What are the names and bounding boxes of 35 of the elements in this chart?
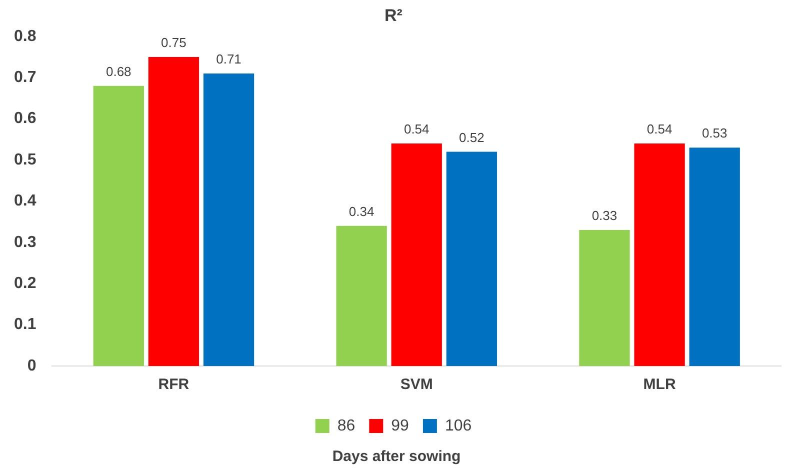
y-tick-label: 0 [27,357,36,374]
legend-label: 106 [444,417,472,434]
data-label: 0.75 [161,35,186,50]
bar [634,144,685,366]
data-label: 0.54 [646,122,672,137]
x-tick-label: RFR [158,376,190,394]
bar [689,148,740,366]
chart-title: R² [384,6,403,25]
y-tick-label: 0.8 [14,28,36,45]
data-label: 0.52 [459,130,484,145]
bar [93,86,144,366]
bar [148,57,200,366]
data-label: 0.68 [106,64,132,79]
x-axis-title: Days after sowing [331,448,462,465]
y-tick-label: 0.7 [14,69,36,86]
data-label: 0.34 [348,204,374,219]
y-tick-label: 0.1 [14,316,36,334]
legend-label: 86 [337,417,356,434]
bar [391,144,442,366]
data-label: 0.54 [404,122,430,137]
y-tick-label: 0.2 [14,275,36,292]
y-tick-label: 0.6 [14,110,36,128]
bar [579,230,630,366]
data-label: 0.33 [592,208,618,224]
bar [336,226,387,366]
x-tick-label: MLR [643,376,676,394]
bar [446,152,498,366]
legend-label: 99 [391,417,410,434]
x-tick-label: SVM [400,376,433,394]
bar [203,73,254,366]
y-tick-label: 0.4 [14,192,36,210]
y-tick-label: 0.3 [14,234,36,251]
y-tick-label: 0.5 [14,151,36,168]
data-label: 0.71 [216,52,242,67]
data-label: 0.53 [702,126,728,141]
